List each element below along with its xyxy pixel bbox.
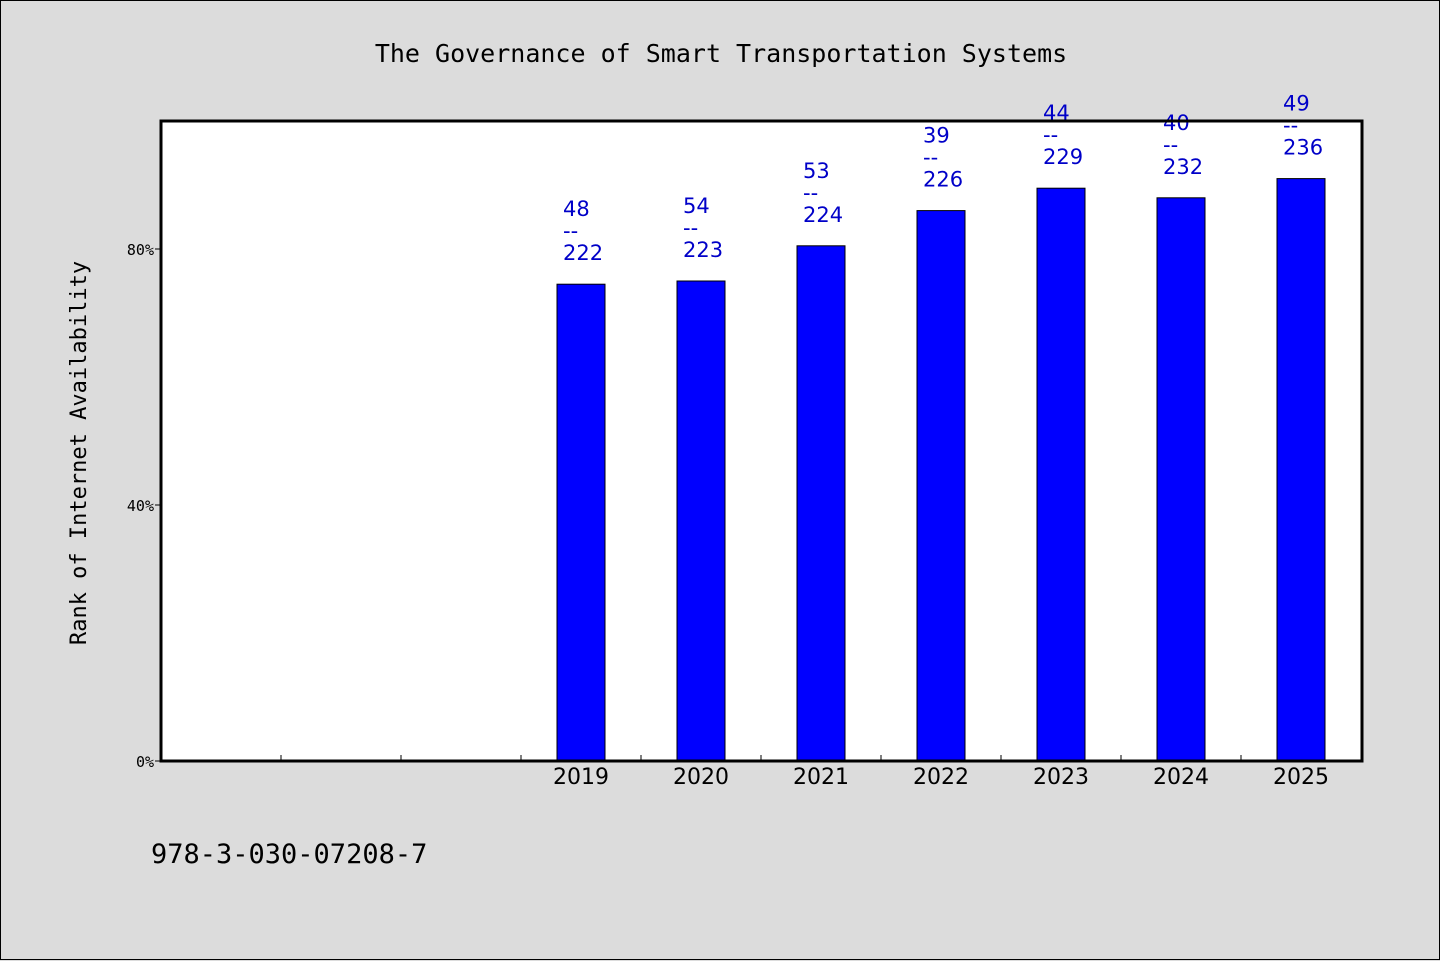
data-label-top: 48 — [563, 197, 590, 221]
y-tick-label: 40% — [127, 497, 154, 515]
bar — [916, 210, 966, 762]
data-label-separator: -- — [1163, 133, 1178, 157]
data-label-separator: -- — [923, 146, 938, 170]
x-tick-label: 2020 — [673, 765, 729, 790]
data-label-bottom: 222 — [563, 241, 603, 265]
data-label-top: 39 — [923, 124, 950, 148]
data-label-top: 53 — [803, 159, 830, 183]
y-tick-label: 80% — [127, 241, 154, 259]
y-tick-label: 0% — [136, 753, 154, 771]
data-label-bottom: 229 — [1043, 145, 1083, 169]
data-label-top: 54 — [683, 194, 710, 218]
data-label-bottom: 226 — [923, 168, 963, 192]
bar — [1276, 178, 1326, 762]
bar — [556, 283, 606, 762]
bars-group — [556, 178, 1326, 762]
y-axis-label: Rank of Internet Availability — [67, 261, 92, 645]
data-label-bottom: 232 — [1163, 155, 1203, 179]
y-tick-labels: 0% 40% 80% — [127, 241, 154, 771]
x-tick-label: 2024 — [1153, 765, 1209, 790]
chart-title: The Governance of Smart Transportation S… — [375, 39, 1067, 68]
data-label-separator: -- — [683, 216, 698, 240]
data-label-top: 49 — [1283, 92, 1310, 116]
x-tick-label: 2023 — [1033, 765, 1089, 790]
bar — [1036, 187, 1086, 762]
x-tick-label: 2019 — [553, 765, 609, 790]
data-label-bottom: 236 — [1283, 136, 1323, 160]
x-tick-label: 2022 — [913, 765, 969, 790]
x-tick-labels: 2019 2020 2021 2022 2023 2024 2025 — [553, 765, 1329, 790]
data-label-top: 40 — [1163, 111, 1190, 135]
data-label-separator: -- — [1043, 123, 1058, 147]
x-tick-label: 2025 — [1273, 765, 1329, 790]
isbn-text: 978-3-030-07208-7 — [151, 839, 427, 870]
data-label-bottom: 224 — [803, 203, 843, 227]
x-tick-label: 2021 — [793, 765, 849, 790]
data-label-separator: -- — [803, 181, 818, 205]
bar — [796, 245, 846, 762]
bar — [676, 280, 726, 762]
data-label-separator: -- — [563, 219, 578, 243]
data-label-bottom: 223 — [683, 238, 723, 262]
bar — [1156, 197, 1206, 762]
data-label-separator: -- — [1283, 114, 1298, 138]
plot-frame — [159, 119, 1364, 763]
